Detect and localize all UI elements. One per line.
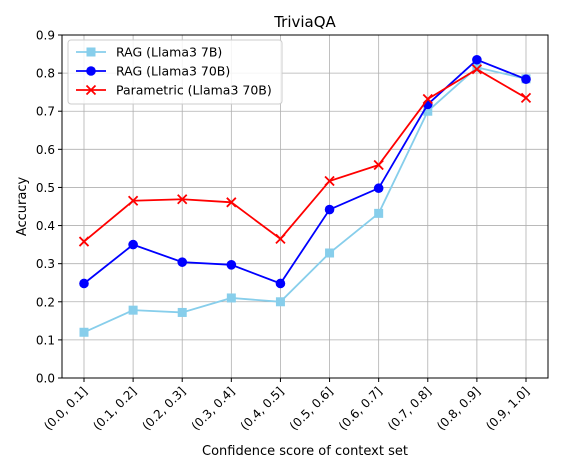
legend-marker (85, 84, 97, 96)
series-1 (79, 62, 531, 337)
data-point (520, 92, 532, 104)
data-point (422, 93, 433, 105)
y-tick-label: 0.2 (36, 295, 55, 309)
series-lines (78, 54, 532, 337)
y-axis-ticks: 0.0 0.1 0.2 0.3 0.4 0.5 0.6 0.7 0.8 0.9 (36, 29, 62, 386)
legend: RAG (Llama3 7B) RAG (Llama3 70B) Parametri… (67, 39, 283, 105)
y-tick-label: 0.8 (36, 67, 55, 81)
series-line (83, 68, 527, 243)
y-axis-label: Accuracy (15, 177, 30, 237)
legend-marker (86, 47, 96, 57)
data-point (275, 297, 285, 307)
data-point (226, 260, 237, 270)
legend-entry: Parametric (Llama3 70B) (76, 83, 272, 98)
data-point (423, 106, 433, 116)
series-3 (78, 64, 532, 247)
data-point (275, 278, 286, 289)
data-point (324, 175, 335, 187)
data-point (127, 195, 139, 206)
y-tick-label: 0.6 (36, 143, 55, 157)
data-point (177, 307, 187, 317)
y-tick-label: 0.3 (36, 257, 55, 271)
legend-entry: RAG (Llama3 7B) (76, 45, 222, 60)
data-point (324, 204, 335, 215)
data-point (177, 194, 188, 205)
data-point (373, 183, 384, 194)
data-point (128, 239, 138, 250)
y-tick-label: 0.5 (36, 181, 55, 195)
legend-entry: RAG (Llama3 70B) (76, 64, 230, 79)
y-tick-label: 0.1 (36, 333, 55, 347)
data-point (177, 257, 188, 267)
data-point (325, 248, 335, 258)
legend-label: RAG (Llama3 70B) (116, 64, 230, 79)
data-point (471, 64, 483, 75)
data-point (472, 54, 482, 65)
data-point (472, 62, 482, 72)
y-tick-label: 0.7 (36, 105, 55, 119)
y-tick-label: 0.0 (36, 372, 55, 386)
y-tick-label: 0.9 (36, 29, 55, 43)
data-point (521, 74, 531, 85)
data-point (78, 236, 90, 247)
data-point (128, 305, 138, 315)
legend-label: Parametric (Llama3 70B) (116, 83, 272, 98)
data-point (226, 197, 237, 208)
x-axis-label: Confidence score of context set (202, 444, 408, 459)
series-line (83, 66, 527, 334)
series-2 (79, 54, 531, 289)
data-point (226, 293, 236, 303)
data-point (79, 327, 89, 337)
plot-frame (61, 34, 549, 379)
chart-title: TriviaQA (273, 13, 336, 31)
data-point (275, 233, 286, 245)
y-tick-label: 0.4 (36, 219, 55, 233)
data-point (373, 159, 384, 171)
legend-marker (86, 66, 96, 76)
data-point (374, 208, 384, 218)
legend-box (67, 39, 283, 105)
legend-label: RAG (Llama3 7B) (116, 45, 222, 60)
series-line (83, 58, 527, 285)
data-point (79, 278, 89, 289)
